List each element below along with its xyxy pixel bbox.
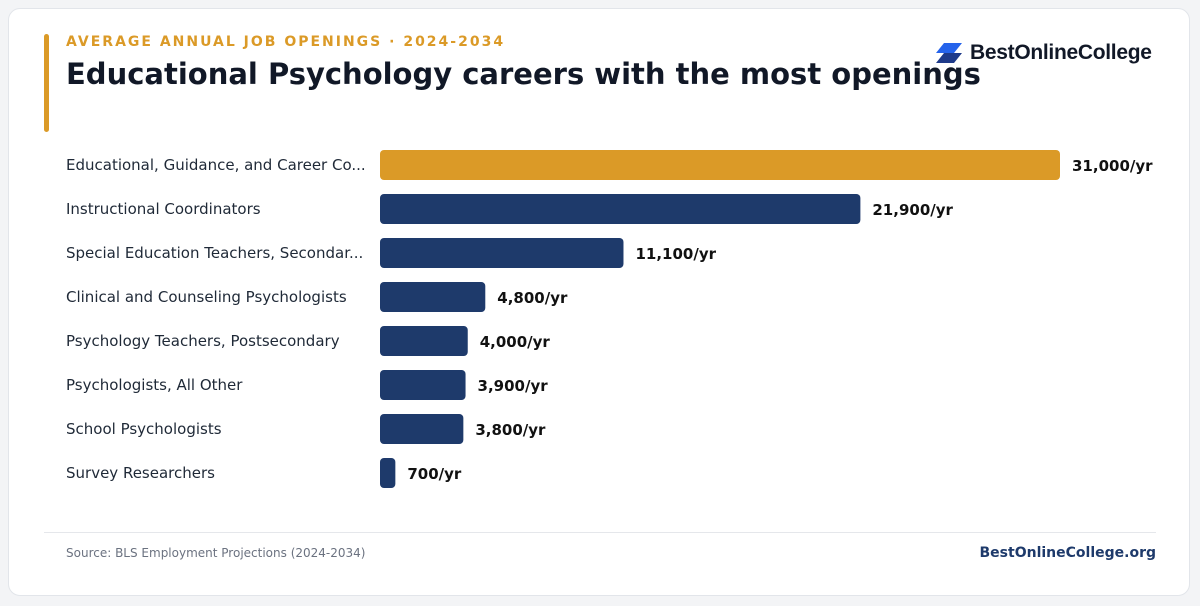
- bar-highlight: [380, 150, 1060, 180]
- category-label: Instructional Coordinators: [66, 200, 261, 218]
- bar: [380, 458, 396, 488]
- value-label: 3,900/yr: [478, 377, 549, 395]
- category-label: School Psychologists: [66, 420, 222, 438]
- chart-card: [8, 8, 1190, 596]
- brand-logo-text: BestOnlineCollege: [970, 41, 1152, 64]
- bar: [380, 282, 486, 312]
- value-label: 11,100/yr: [635, 245, 716, 263]
- category-label: Psychology Teachers, Postsecondary: [66, 332, 340, 350]
- value-label: 4,800/yr: [497, 289, 568, 307]
- bar: [380, 414, 464, 444]
- title-accent-bar: [44, 34, 49, 132]
- bar: [380, 194, 861, 224]
- site-link[interactable]: BestOnlineCollege.org: [979, 545, 1156, 561]
- footer-divider: [44, 532, 1156, 533]
- value-label: 4,000/yr: [480, 333, 551, 351]
- source-note: Source: BLS Employment Projections (2024…: [66, 546, 366, 560]
- value-label: 700/yr: [407, 465, 462, 483]
- value-label: 31,000/yr: [1072, 157, 1153, 175]
- brand-logo[interactable]: BestOnlineCollege: [936, 40, 1152, 66]
- bar: [380, 370, 466, 400]
- category-label: Clinical and Counseling Psychologists: [66, 288, 347, 306]
- bar: [380, 238, 624, 268]
- category-label: Survey Researchers: [66, 464, 215, 482]
- chart-eyebrow: AVERAGE ANNUAL JOB OPENINGS · 2024-2034: [66, 34, 506, 50]
- value-label: 3,800/yr: [475, 421, 546, 439]
- bar: [380, 326, 468, 356]
- chart-title: Educational Psychology careers with the …: [66, 57, 981, 91]
- category-label: Educational, Guidance, and Career Co...: [66, 156, 366, 174]
- stacked-parallelogram-logo-icon: [936, 43, 962, 63]
- category-label: Psychologists, All Other: [66, 376, 243, 394]
- category-label: Special Education Teachers, Secondar...: [66, 244, 363, 262]
- value-label: 21,900/yr: [872, 201, 953, 219]
